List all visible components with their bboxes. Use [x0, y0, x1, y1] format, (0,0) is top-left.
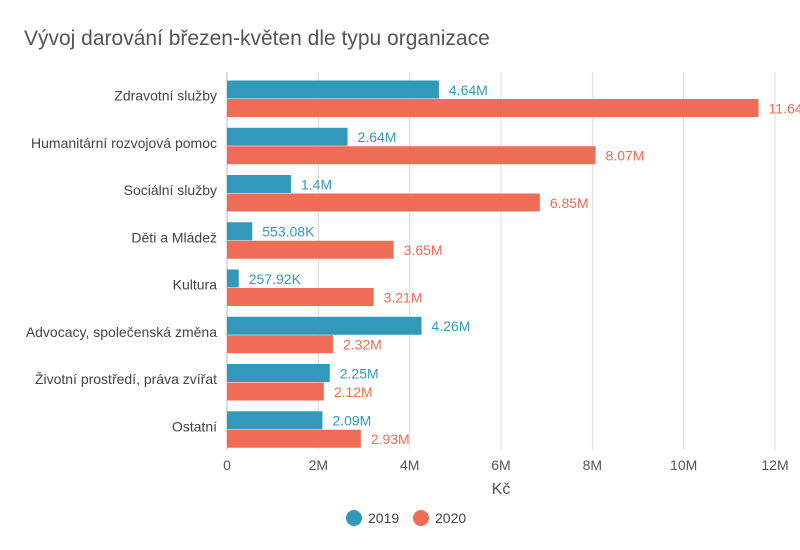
- data-label-2019: 2.64M: [358, 129, 397, 145]
- category-label: Advocacy, společenská změna: [26, 324, 217, 340]
- x-axis-ticks: 0 2M 4M 6M 8M 10M 12M: [223, 457, 789, 473]
- category-label: Humanitární rozvojová pomoc: [31, 135, 217, 151]
- data-label-2020: 8.07M: [606, 148, 645, 164]
- data-label-2020: 3.21M: [384, 289, 423, 305]
- category-label: Sociální služby: [124, 182, 217, 198]
- data-label-2020: 2.93M: [371, 431, 410, 447]
- data-label-2019: 4.64M: [449, 82, 488, 98]
- bar-2019: [227, 269, 239, 288]
- legend-marker-2020: [413, 510, 429, 526]
- x-tick-label: 2M: [309, 457, 328, 473]
- data-label-2020: 11.64M: [769, 100, 800, 116]
- category-label: Děti a Mládež: [131, 229, 217, 245]
- x-axis-label: Kč: [492, 481, 511, 498]
- x-tick-label: 6M: [491, 457, 510, 473]
- category-label: Zdravotní služby: [114, 88, 217, 104]
- data-label-2020: 2.12M: [334, 384, 373, 400]
- bar-2020: [227, 382, 324, 401]
- data-label-2019: 1.4M: [301, 176, 332, 192]
- bar-2019: [227, 316, 422, 335]
- data-label-2020: 2.32M: [343, 337, 382, 353]
- bars: 4.64M 11.64M 2.64M 8.07M 1.4M 6.85M 553.08K 3.6…: [227, 80, 800, 448]
- data-label-2019: 4.26M: [432, 318, 471, 334]
- category-label: Ostatní: [172, 418, 217, 434]
- x-tick-label: 0: [223, 457, 231, 473]
- bar-2020: [227, 288, 374, 306]
- category-labels: Zdravotní služby Humanitární rozvojová po…: [26, 88, 217, 435]
- legend-label-2019: 2019: [368, 510, 399, 526]
- data-label-2019: 553.08K: [262, 224, 315, 240]
- data-label-2020: 6.85M: [550, 195, 589, 211]
- x-tick-label: 10M: [670, 457, 697, 473]
- legend-marker-2019: [346, 510, 362, 526]
- bar-2020: [227, 146, 596, 165]
- bar-2020: [227, 99, 759, 117]
- category-label: Životní prostředí, práva zvířat: [35, 371, 217, 387]
- legend-label-2020: 2020: [435, 510, 466, 526]
- data-label-2019: 257.92K: [249, 271, 302, 287]
- bar-2020: [227, 240, 394, 259]
- x-tick-label: 8M: [583, 457, 602, 473]
- x-tick-label: 4M: [400, 457, 419, 473]
- chart-title: Vývoj darování březen-květen dle typu or…: [24, 27, 490, 50]
- data-label-2020: 3.65M: [404, 242, 443, 258]
- bar-2019: [227, 222, 253, 241]
- category-label: Kultura: [173, 277, 218, 293]
- bar-2019: [227, 80, 439, 99]
- x-tick-label: 12M: [761, 457, 788, 473]
- legend: 2019 2020: [346, 510, 466, 526]
- data-label-2019: 2.25M: [340, 365, 379, 381]
- bar-2019: [227, 127, 348, 146]
- data-label-2019: 2.09M: [332, 413, 371, 429]
- bar-2019: [227, 364, 330, 382]
- bar-2019: [227, 175, 291, 193]
- bar-2020: [227, 335, 333, 354]
- bar-2020: [227, 193, 540, 212]
- bar-2019: [227, 411, 323, 430]
- bar-2020: [227, 429, 361, 448]
